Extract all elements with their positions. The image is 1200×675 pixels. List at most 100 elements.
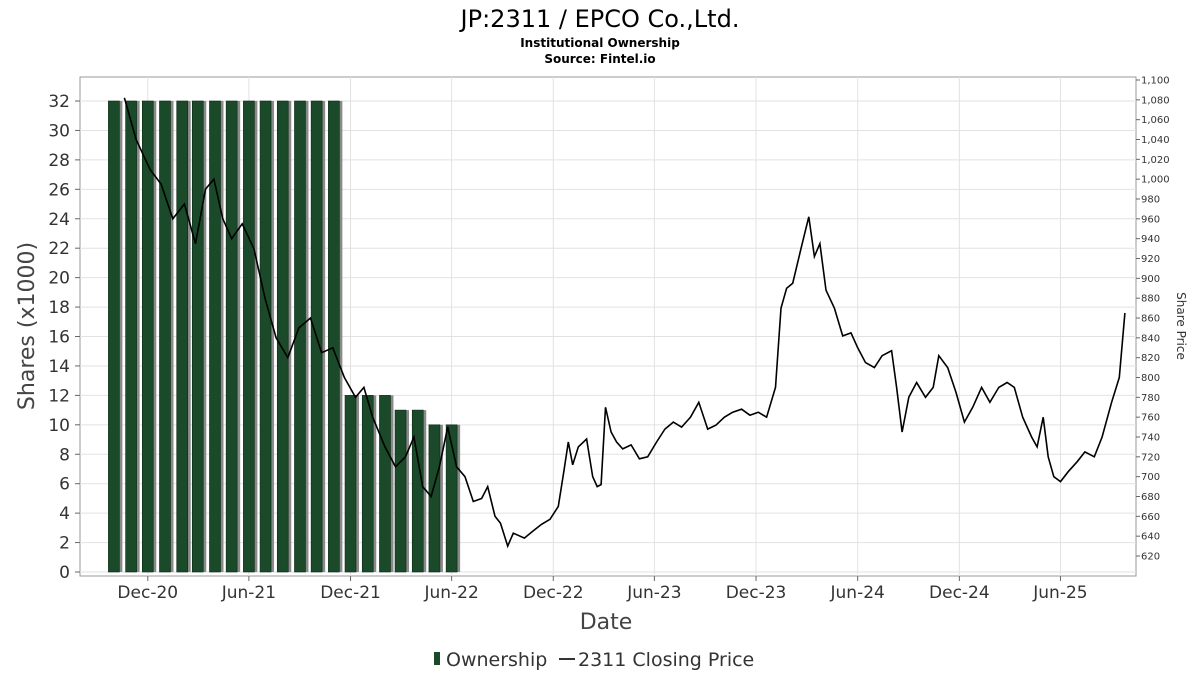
y2-tick-label: 800 bbox=[1141, 373, 1160, 384]
ownership-bar bbox=[209, 100, 221, 573]
ownership-bar-shadow bbox=[118, 101, 123, 572]
ownership-bar bbox=[394, 409, 407, 573]
ownership-bar-shadow bbox=[304, 101, 309, 572]
ownership-bar bbox=[159, 100, 171, 573]
ownership-bar bbox=[259, 100, 272, 573]
legend-price-label: 2311 Closing Price bbox=[578, 649, 754, 671]
y-tick-label: 2 bbox=[59, 534, 70, 554]
ownership-bars bbox=[108, 100, 461, 573]
ownership-bar bbox=[379, 395, 391, 573]
x-tick-label: Dec-24 bbox=[929, 583, 990, 603]
y2-tick-label: 660 bbox=[1141, 512, 1160, 523]
y-tick-label: 14 bbox=[48, 357, 70, 377]
y2-tick-label: 620 bbox=[1141, 552, 1160, 563]
ownership-bar bbox=[445, 424, 458, 573]
ownership-bar bbox=[361, 395, 374, 573]
y2-tick-label: 680 bbox=[1141, 492, 1160, 503]
y-axis-label: Shares (x1000) bbox=[15, 242, 40, 410]
y2-tick-label: 860 bbox=[1141, 314, 1160, 325]
ownership-bar-shadow bbox=[422, 410, 427, 572]
y2-tick-label: 900 bbox=[1141, 274, 1160, 285]
y2-tick-label: 700 bbox=[1141, 472, 1160, 483]
ownership-bar-shadow bbox=[169, 101, 174, 572]
ownership-bar bbox=[191, 100, 204, 573]
y2-tick-label: 840 bbox=[1141, 333, 1160, 344]
y2-tick-label: 1,100 bbox=[1141, 76, 1170, 87]
x-tick-label: Jun-21 bbox=[221, 583, 276, 603]
ownership-bar bbox=[243, 100, 255, 573]
x-tick-label: Jun-22 bbox=[423, 583, 478, 603]
y2-tick-label: 760 bbox=[1141, 413, 1160, 424]
x-axis-ticks: Dec-20 Jun-21 Dec-21 Jun-22 Dec-22 Jun-23 Dec-… bbox=[117, 576, 1088, 603]
y-tick-label: 8 bbox=[59, 445, 70, 465]
ownership-bar-shadow bbox=[438, 424, 443, 572]
legend-ownership-swatch bbox=[434, 652, 440, 665]
ownership-bar-shadow bbox=[372, 395, 377, 572]
y2-tick-label: 940 bbox=[1141, 234, 1160, 245]
y-tick-label: 20 bbox=[48, 269, 70, 289]
y-tick-label: 32 bbox=[48, 92, 70, 112]
ownership-bar-shadow bbox=[186, 101, 191, 572]
ownership-bar-shadow bbox=[321, 101, 326, 572]
y2-tick-label: 1,040 bbox=[1141, 135, 1170, 146]
legend-ownership-label: Ownership bbox=[446, 649, 547, 671]
chart-source: Source: Fintel.io bbox=[544, 52, 655, 66]
ownership-bar-shadow bbox=[405, 410, 410, 572]
ownership-bar bbox=[294, 100, 306, 573]
y-tick-label: 6 bbox=[59, 475, 70, 495]
ownership-bar bbox=[328, 100, 340, 573]
ownership-bar-shadow bbox=[389, 395, 394, 572]
chart-subtitle: Institutional Ownership bbox=[520, 36, 680, 50]
y2-tick-label: 880 bbox=[1141, 294, 1160, 305]
y2-tick-label: 640 bbox=[1141, 532, 1160, 543]
y-tick-label: 22 bbox=[48, 239, 70, 259]
x-tick-label: Jun-23 bbox=[626, 583, 681, 603]
y2-tick-label: 1,020 bbox=[1141, 155, 1170, 166]
ownership-bar-shadow bbox=[287, 101, 292, 572]
ownership-bar-shadow bbox=[355, 395, 360, 572]
y2-tick-label: 980 bbox=[1141, 195, 1160, 206]
ownership-bar bbox=[276, 100, 289, 573]
y-tick-label: 24 bbox=[48, 210, 70, 230]
ownership-bar bbox=[125, 100, 137, 573]
y2-tick-label: 820 bbox=[1141, 353, 1160, 364]
y2-axis-label: Share Price bbox=[1174, 292, 1188, 360]
ownership-bar-shadow bbox=[456, 424, 461, 572]
y2-tick-label: 1,080 bbox=[1141, 95, 1170, 106]
y2-tick-label: 780 bbox=[1141, 393, 1160, 404]
x-tick-label: Dec-22 bbox=[523, 583, 584, 603]
x-axis-label: Date bbox=[580, 610, 633, 635]
y-tick-label: 12 bbox=[48, 386, 70, 406]
y-tick-label: 10 bbox=[48, 416, 70, 436]
x-tick-label: Jun-25 bbox=[1032, 583, 1087, 603]
y2-tick-label: 960 bbox=[1141, 214, 1160, 225]
ownership-bar bbox=[176, 100, 189, 573]
y-tick-label: 18 bbox=[48, 298, 70, 318]
y2-tick-label: 720 bbox=[1141, 452, 1160, 463]
ownership-bar-shadow bbox=[236, 101, 241, 572]
ownership-bar-shadow bbox=[270, 101, 275, 572]
y2-tick-label: 920 bbox=[1141, 254, 1160, 265]
x-tick-label: Dec-23 bbox=[726, 583, 787, 603]
y-tick-label: 28 bbox=[48, 151, 70, 171]
ownership-bar bbox=[411, 409, 424, 573]
chart-title: JP:2311 / EPCO Co.,Ltd. bbox=[459, 5, 740, 33]
ownership-bar bbox=[344, 395, 357, 573]
ownership-bar-shadow bbox=[253, 101, 258, 572]
x-tick-label: Dec-20 bbox=[117, 583, 178, 603]
price-line bbox=[123, 97, 1126, 549]
ownership-bar bbox=[225, 100, 238, 573]
y2-tick-label: 1,000 bbox=[1141, 175, 1170, 186]
x-tick-label: Dec-21 bbox=[320, 583, 381, 603]
ownership-bar bbox=[428, 424, 441, 573]
ownership-bar-shadow bbox=[219, 101, 224, 572]
y-tick-label: 0 bbox=[59, 563, 70, 583]
y2-tick-label: 1,060 bbox=[1141, 115, 1170, 126]
legend: Ownership 2311 Closing Price bbox=[434, 649, 754, 671]
ownership-bar-shadow bbox=[152, 101, 157, 572]
y-tick-label: 26 bbox=[48, 180, 70, 200]
right-axis-ticks: 620 640 660 680 700 720 740 760 780 800 820 840 860 8… bbox=[1136, 76, 1170, 563]
y-tick-label: 4 bbox=[59, 504, 70, 524]
